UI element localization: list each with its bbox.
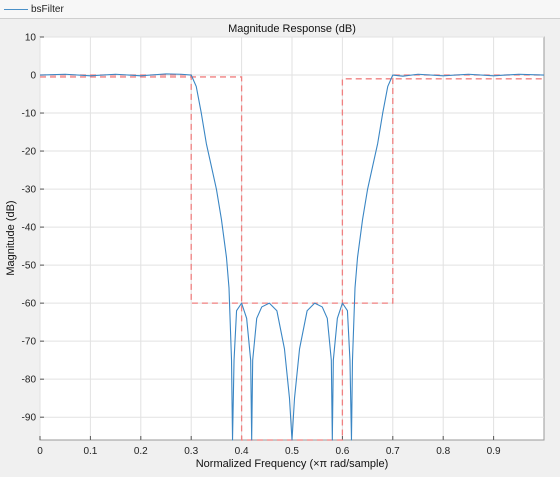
y-tick-labels: 10 0 -10 -20 -30 -40 -50 -60 -70 -80 -90 (22, 33, 37, 424)
y-tick-label: -30 (22, 185, 37, 196)
y-tick-label: -10 (22, 109, 37, 120)
y-tick-label: -60 (22, 299, 37, 310)
y-tick-label: -50 (22, 261, 37, 272)
x-tick-label: 0 (37, 446, 43, 457)
series-line-bsFilter (39, 73, 545, 441)
x-tick-label: 0.8 (436, 446, 450, 457)
x-axis-label: Normalized Frequency (×π rad/sample) (196, 458, 389, 470)
x-tick-label: 0.1 (83, 446, 97, 457)
y-tick-label: -20 (22, 147, 37, 158)
x-tick-label: 0.9 (487, 446, 501, 457)
chart-title: Magnitude Response (dB) (228, 23, 356, 35)
legend-line-swatch (4, 8, 28, 10)
y-tick-label: -70 (22, 337, 37, 348)
y-axis-label: Magnitude (dB) (5, 200, 17, 275)
x-tick-labels: 0 0.1 0.2 0.3 0.4 0.5 0.6 0.7 0.8 0.9 (37, 446, 501, 457)
y-tick-label: 10 (25, 33, 37, 44)
legend-label: bsFilter (31, 3, 64, 15)
x-tick-label: 0.2 (134, 446, 148, 457)
legend-bar: bsFilter (0, 0, 560, 19)
y-tick-label: -40 (22, 223, 37, 234)
series-group (39, 73, 545, 441)
x-tick-label: 0.3 (184, 446, 198, 457)
x-tick-label: 0.5 (285, 446, 299, 457)
x-tick-label: 0.7 (386, 446, 400, 457)
y-tick-label: -90 (22, 413, 37, 424)
x-tick-label: 0.4 (235, 446, 249, 457)
y-tick-label: 0 (30, 71, 36, 82)
y-tick-label: -80 (22, 375, 37, 386)
x-tick-label: 0.6 (335, 446, 349, 457)
mask-upper-line (40, 74, 544, 304)
